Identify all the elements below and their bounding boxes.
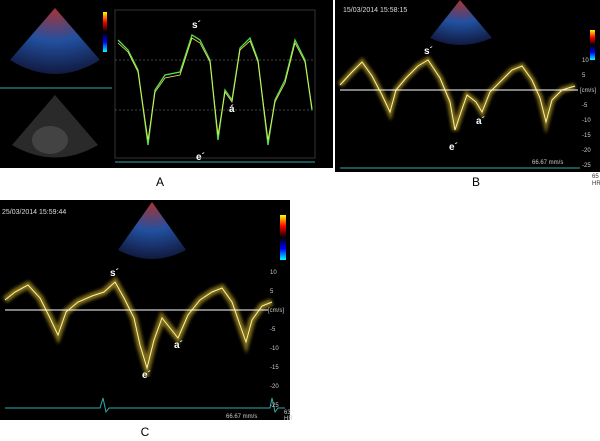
scale-tick-label: 10 bbox=[270, 270, 277, 276]
doppler-sector bbox=[10, 8, 100, 74]
scale-tick-label: 5 bbox=[270, 289, 274, 295]
scale-unit: [cm/s] bbox=[580, 88, 596, 94]
scale-unit: [cm/s] bbox=[268, 308, 284, 314]
color-bar bbox=[590, 30, 595, 60]
heart-rate: 65 bbox=[592, 174, 599, 180]
scale-tick-label: 5 bbox=[582, 73, 586, 79]
scale-tick-label: -10 bbox=[582, 118, 591, 124]
sweep-speed: 66.67 mm/s bbox=[532, 160, 563, 166]
heart-rate: 63 bbox=[284, 410, 291, 416]
scale-tick-label: 10 bbox=[582, 58, 589, 64]
wave-label: s´ bbox=[424, 46, 433, 57]
wave-label: á bbox=[229, 104, 235, 115]
scale-tick-label: -25 bbox=[582, 163, 591, 169]
scale-tick-label: -5 bbox=[270, 327, 276, 333]
color-bar bbox=[280, 215, 286, 260]
wave-label: a´ bbox=[476, 116, 485, 127]
scale-tick-label: -20 bbox=[582, 148, 591, 154]
heart-rate-label: HR bbox=[284, 416, 293, 422]
plot-area bbox=[114, 9, 316, 159]
scale-tick-label: -15 bbox=[270, 365, 279, 371]
wave-label: s´ bbox=[192, 20, 201, 31]
wave-label: s´ bbox=[110, 268, 119, 279]
scale-tick-label: -5 bbox=[582, 103, 588, 109]
panel-c: 25/03/2014 15:59:44 s´ a´ e´ 66.67 mm/s … bbox=[0, 200, 293, 439]
wave-label: e´ bbox=[142, 370, 151, 381]
panel-a: s´ á e´ A bbox=[0, 0, 333, 189]
bmode-tissue bbox=[32, 126, 68, 154]
panel-b: 15/03/2014 15:58:15 s´ a´ e´ 66.67 mm/s … bbox=[335, 0, 600, 189]
spectral-trace bbox=[339, 59, 576, 131]
scale-tick-label: -25 bbox=[270, 403, 279, 409]
wave-label: a´ bbox=[174, 340, 183, 351]
sweep-speed: 66.67 mm/s bbox=[226, 414, 257, 420]
panel-label: A bbox=[156, 175, 164, 189]
ecg-trace bbox=[5, 397, 285, 414]
scale-tick-label: -20 bbox=[270, 384, 279, 390]
wave-label: e´ bbox=[196, 152, 205, 163]
doppler-sector bbox=[118, 202, 186, 259]
scale-tick-label: -10 bbox=[270, 346, 279, 352]
color-bar bbox=[103, 12, 107, 52]
doppler-sector bbox=[430, 0, 492, 45]
scale-tick-label: -15 bbox=[582, 133, 591, 139]
timestamp: 25/03/2014 15:59:44 bbox=[2, 209, 66, 216]
tissue-velocity-curve-2 bbox=[117, 37, 313, 141]
wave-label: e´ bbox=[449, 142, 458, 153]
heart-rate-label: HR bbox=[592, 181, 600, 187]
panel-label: C bbox=[141, 425, 150, 439]
panel-label: B bbox=[472, 175, 480, 189]
timestamp: 15/03/2014 15:58:15 bbox=[343, 7, 407, 14]
